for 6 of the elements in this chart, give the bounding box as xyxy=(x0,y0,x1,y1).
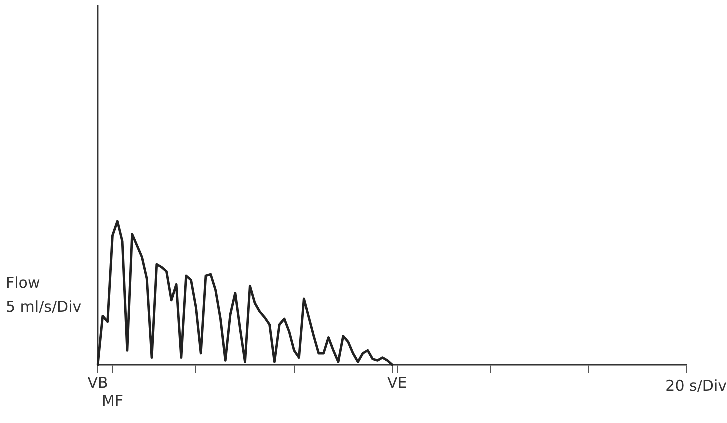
x-tick-label: VE xyxy=(388,374,408,392)
x-tick-label: MF xyxy=(102,392,124,410)
x-axis-title: 20 s/Div xyxy=(666,376,727,395)
x-tick-label: VB xyxy=(88,374,108,392)
y-axis-title: Flow xyxy=(6,274,40,292)
text: 5 ml/s/Div xyxy=(6,298,82,316)
